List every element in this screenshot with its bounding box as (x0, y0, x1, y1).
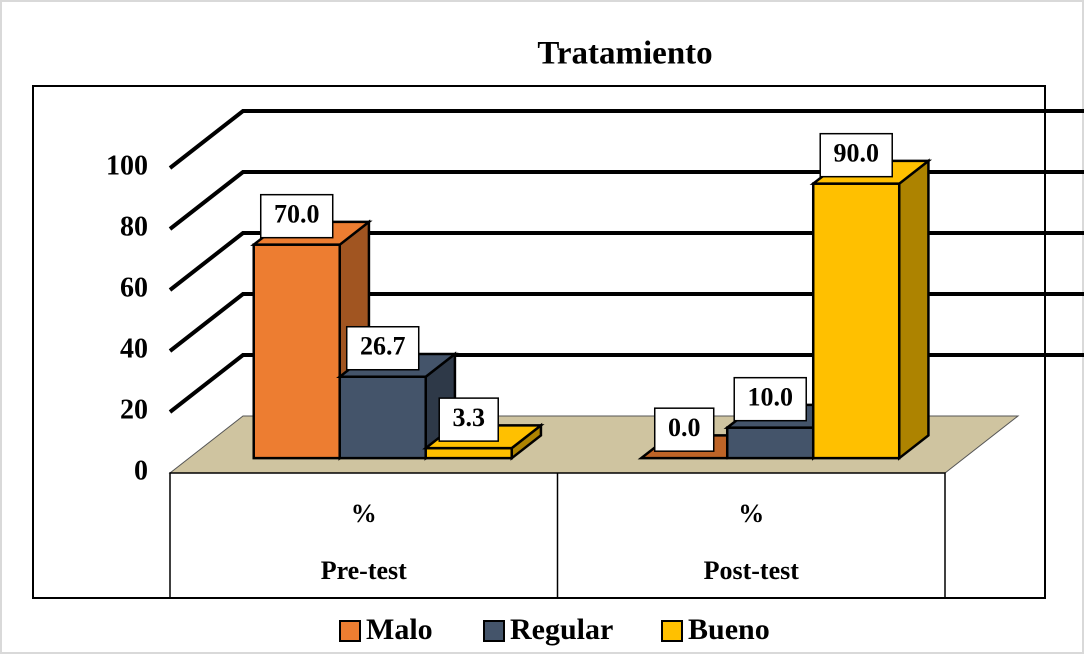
value-label-box (259, 193, 334, 239)
grid-line (168, 231, 1084, 292)
bar (809, 158, 933, 461)
bar-front (725, 426, 815, 460)
y-tick-label: 40 (120, 333, 148, 364)
legend-label: Bueno (688, 613, 770, 646)
value-label-box (819, 132, 893, 178)
grid-line (168, 353, 1084, 414)
value-label-box (438, 397, 499, 442)
value-label-box (345, 325, 420, 371)
grid-line (168, 170, 1084, 231)
value-label: 90.0 (833, 139, 879, 168)
y-tick-label: 0 (134, 455, 148, 486)
category-sublabel: % (351, 499, 377, 528)
bar-front (252, 243, 341, 460)
value-label-box (733, 376, 807, 422)
value-label-box (653, 407, 715, 452)
bar-front (811, 182, 901, 460)
grid-line (168, 292, 1084, 353)
y-tick-label: 100 (106, 150, 148, 181)
grid-line (168, 109, 1084, 170)
x-tick-label: Post-test (704, 556, 800, 585)
y-tick-label: 80 (120, 211, 148, 242)
value-label: 0.0 (668, 413, 701, 442)
value-label: 10.0 (747, 383, 793, 412)
legend-label: Regular (510, 613, 613, 646)
category-sublabel: % (738, 499, 764, 528)
value-label: 3.3 (452, 403, 485, 432)
x-tick-label: Pre-test (321, 556, 407, 585)
bar-side (897, 158, 930, 461)
value-label: 26.7 (360, 332, 406, 361)
chart-title: Tratamiento (537, 36, 712, 72)
value-label: 70.0 (274, 200, 320, 229)
bar-front (424, 446, 513, 460)
legend-swatch (483, 620, 505, 642)
legend-swatch (339, 620, 361, 642)
bar-front (338, 375, 427, 460)
legend-label: Malo (366, 613, 433, 646)
y-tick-label: 20 (120, 394, 148, 425)
legend-swatch (661, 620, 683, 642)
y-tick-label: 60 (120, 272, 148, 303)
